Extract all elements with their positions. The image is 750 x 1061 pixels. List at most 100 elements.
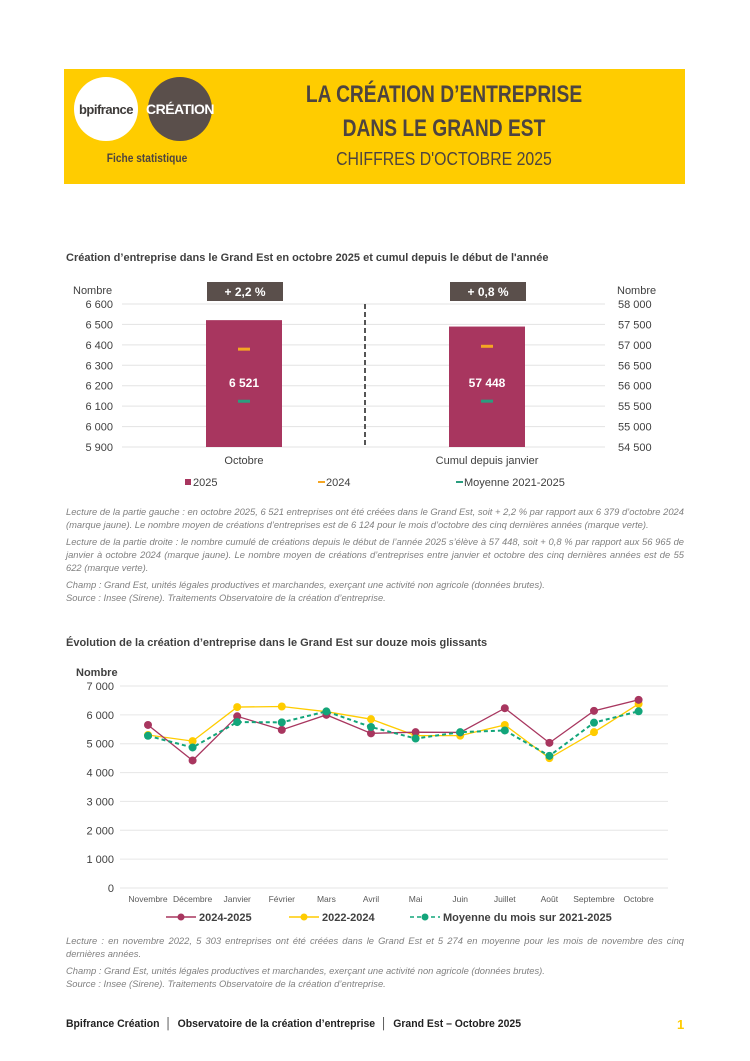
x-tick: Janvier bbox=[223, 894, 251, 904]
bar-value-label: 6 521 bbox=[229, 376, 259, 390]
legend-marker bbox=[300, 913, 308, 921]
y-tick: 6 000 bbox=[86, 710, 114, 722]
y-tick-left: 6 600 bbox=[85, 299, 113, 311]
chart2: 0 1 000 2 000 3 000 4 000 5 000 6 000 7 000 Nomb… bbox=[76, 667, 668, 924]
x-tick: Septembre bbox=[573, 894, 615, 904]
chart2-title: Évolution de la création d’entreprise da… bbox=[66, 637, 488, 649]
data-point bbox=[233, 712, 242, 721]
x-tick: Mai bbox=[409, 894, 423, 904]
chart2-notes: Lecture : en novembre 2022, 5 303 entrep… bbox=[66, 934, 684, 990]
data-point bbox=[277, 702, 286, 711]
note-champ: Champ : Grand Est, unités légales produc… bbox=[66, 965, 545, 976]
page-title-line1: LA CRÉATION D’ENTREPRISE bbox=[305, 81, 583, 108]
legend-marker bbox=[177, 913, 185, 921]
y-tick-left: 5 900 bbox=[85, 442, 113, 454]
y-tick-left: 6 500 bbox=[85, 319, 113, 331]
chart1-title: Création d’entreprise dans le Grand Est … bbox=[66, 252, 549, 264]
evolution-badge bbox=[207, 282, 283, 301]
y-tick: 2 000 bbox=[86, 825, 114, 837]
y-axis-label-left: Nombre bbox=[73, 285, 112, 297]
data-point bbox=[545, 751, 554, 760]
data-point bbox=[144, 731, 152, 740]
data-point bbox=[500, 704, 509, 713]
legend-marker bbox=[421, 913, 429, 921]
x-tick: Août bbox=[541, 894, 559, 904]
legend-label: 2025 bbox=[193, 477, 217, 489]
data-point bbox=[634, 707, 643, 716]
note-right: Lecture de la partie droite : le nombre … bbox=[66, 536, 684, 573]
y-axis-label-right: Nombre bbox=[617, 285, 656, 297]
y-tick-left: 6 400 bbox=[85, 340, 113, 352]
data-point bbox=[277, 725, 286, 734]
y-tick-left: 6 200 bbox=[85, 381, 113, 393]
y-tick-right: 57 000 bbox=[618, 340, 652, 352]
data-point bbox=[367, 722, 375, 731]
note-left: Lecture de la partie gauche : en octobre… bbox=[66, 506, 684, 530]
y-tick: 4 000 bbox=[86, 768, 114, 780]
footer: Bpifrance Création │ Observatoire de la … bbox=[66, 1018, 522, 1030]
y-tick: 5 000 bbox=[86, 739, 114, 751]
header-banner: bpifrance CRÉATION Fiche statistique LA … bbox=[64, 69, 685, 184]
x-tick: Mars bbox=[317, 894, 336, 904]
note-source: Source : Insee (Sirene). Traitements Obs… bbox=[66, 592, 386, 603]
chart1: 6 600 58 000 6 500 57 500 6 400 57 000 6 300 56… bbox=[73, 282, 656, 489]
evolution-badge-label: + 2,2 % bbox=[224, 285, 265, 299]
y-tick-right: 56 500 bbox=[618, 360, 652, 372]
y-tick-right: 58 000 bbox=[618, 299, 652, 311]
y-tick-right: 57 500 bbox=[618, 319, 652, 331]
y-tick-right: 56 000 bbox=[618, 381, 652, 393]
creation-logo: CRÉATION bbox=[146, 77, 215, 141]
y-tick-left: 6 300 bbox=[85, 360, 113, 372]
x-tick: Novembre bbox=[128, 894, 167, 904]
chart1-notes: Lecture de la partie gauche : en octobre… bbox=[66, 505, 684, 604]
series-line bbox=[147, 699, 639, 762]
note-source: Source : Insee (Sirene). Traitements Obs… bbox=[66, 978, 386, 989]
legend-label: Moyenne 2021-2025 bbox=[464, 477, 565, 489]
legend-label: 2022-2024 bbox=[322, 912, 375, 924]
page-number: 1 bbox=[677, 1017, 685, 1032]
page-subtitle: CHIFFRES D'OCTOBRE 2025 bbox=[336, 149, 552, 169]
bar-value-label: 57 448 bbox=[469, 376, 506, 390]
page-title-line2: DANS LE GRAND EST bbox=[342, 115, 546, 142]
x-tick: Cumul depuis janvier bbox=[436, 455, 539, 467]
x-tick: Octobre bbox=[623, 894, 654, 904]
series-line bbox=[147, 703, 639, 759]
data-point bbox=[367, 715, 375, 724]
data-point bbox=[188, 737, 197, 746]
y-tick: 0 bbox=[108, 883, 114, 895]
x-tick: Décembre bbox=[173, 894, 212, 904]
legend-label: 2024-2025 bbox=[199, 912, 252, 924]
data-point bbox=[188, 756, 197, 765]
evolution-badge-label: + 0,8 % bbox=[467, 285, 508, 299]
legend-label: 2024 bbox=[326, 477, 350, 489]
note-champ: Champ : Grand Est, unités légales produc… bbox=[66, 579, 545, 590]
note-lecture: Lecture : en novembre 2022, 5 303 entrep… bbox=[66, 935, 684, 959]
data-point bbox=[456, 728, 465, 737]
data-point bbox=[411, 734, 420, 743]
data-point bbox=[144, 720, 152, 729]
data-point bbox=[233, 718, 242, 727]
data-point bbox=[500, 720, 509, 729]
data-point bbox=[322, 707, 331, 716]
data-point bbox=[590, 728, 598, 737]
data-point bbox=[367, 729, 375, 738]
document-type: Fiche statistique bbox=[106, 151, 188, 165]
x-tick: Février bbox=[269, 894, 296, 904]
data-point bbox=[188, 743, 197, 752]
data-point bbox=[590, 718, 598, 727]
y-tick-left: 6 000 bbox=[85, 422, 113, 434]
x-tick: Juillet bbox=[494, 894, 516, 904]
data-point bbox=[590, 706, 598, 715]
x-tick: Octobre bbox=[224, 455, 263, 467]
x-tick: Juin bbox=[452, 894, 468, 904]
y-tick: 3 000 bbox=[86, 796, 114, 808]
data-point bbox=[411, 728, 420, 737]
y-tick-right: 54 500 bbox=[618, 442, 652, 454]
y-axis-label: Nombre bbox=[76, 667, 118, 679]
legend-swatch bbox=[185, 479, 191, 485]
data-point bbox=[233, 703, 242, 712]
bpifrance-logo: bpifrance bbox=[74, 77, 138, 141]
bar-2025 bbox=[206, 320, 282, 447]
y-tick-left: 6 100 bbox=[85, 401, 113, 413]
legend-label: Moyenne du mois sur 2021-2025 bbox=[443, 912, 612, 924]
